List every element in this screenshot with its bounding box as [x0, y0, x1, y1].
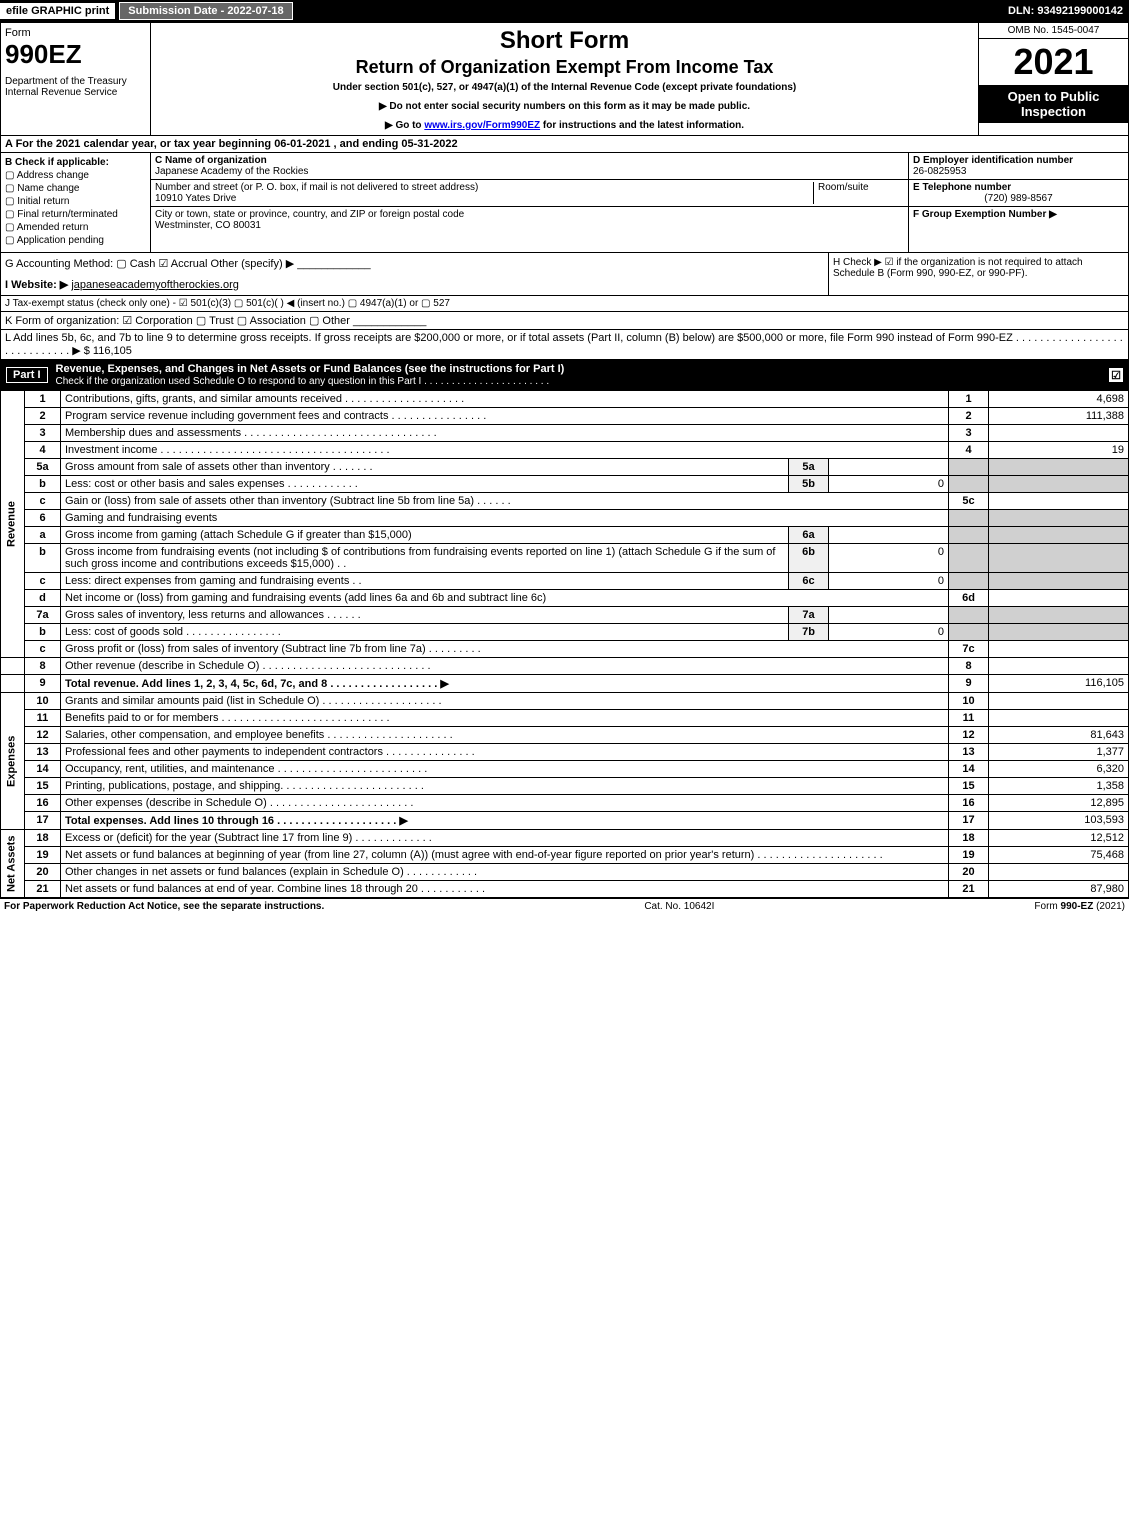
header-left: Form 990EZ Department of the Treasury In… — [1, 23, 151, 135]
line-6a: aGross income from gaming (attach Schedu… — [1, 527, 1129, 544]
line-15: 15Printing, publications, postage, and s… — [1, 778, 1129, 795]
f-label: F Group Exemption Number ▶ — [913, 209, 1124, 220]
row-a-tax-year: A For the 2021 calendar year, or tax yea… — [0, 136, 1129, 153]
part1-header: Part I Revenue, Expenses, and Changes in… — [0, 360, 1129, 390]
org-name: Japanese Academy of the Rockies — [155, 166, 904, 177]
g-accounting: G Accounting Method: ▢ Cash ☑ Accrual Ot… — [1, 253, 828, 295]
side-netassets: Net Assets — [1, 830, 25, 898]
lines-table: Revenue 1Contributions, gifts, grants, a… — [0, 390, 1129, 898]
d-cell: D Employer identification number 26-0825… — [909, 153, 1128, 180]
line-3: 3Membership dues and assessments . . . .… — [1, 425, 1129, 442]
e-label: E Telephone number — [913, 182, 1124, 193]
row-l: L Add lines 5b, 6c, and 7b to line 9 to … — [0, 330, 1129, 360]
line-21: 21Net assets or fund balances at end of … — [1, 881, 1129, 898]
line-8: 8Other revenue (describe in Schedule O) … — [1, 658, 1129, 675]
dln-label: DLN: 93492199000142 — [1008, 5, 1129, 17]
line-1: Revenue 1Contributions, gifts, grants, a… — [1, 391, 1129, 408]
chk-initial-return[interactable]: ▢ Initial return — [5, 196, 146, 207]
submission-date: Submission Date - 2022-07-18 — [119, 2, 292, 20]
header-right: OMB No. 1545-0047 2021 Open to Public In… — [978, 23, 1128, 135]
form-header: Form 990EZ Department of the Treasury In… — [0, 22, 1129, 136]
line-6: 6Gaming and fundraising events — [1, 510, 1129, 527]
c-name-cell: C Name of organization Japanese Academy … — [151, 153, 908, 180]
line-16: 16Other expenses (describe in Schedule O… — [1, 795, 1129, 812]
chk-application-pending[interactable]: ▢ Application pending — [5, 235, 146, 246]
chk-address-change[interactable]: ▢ Address change — [5, 170, 146, 181]
chk-amended-return[interactable]: ▢ Amended return — [5, 222, 146, 233]
line-11: 11Benefits paid to or for members . . . … — [1, 710, 1129, 727]
org-city: Westminster, CO 80031 — [155, 220, 904, 231]
side-expenses: Expenses — [1, 693, 25, 830]
footer-left: For Paperwork Reduction Act Notice, see … — [4, 901, 324, 912]
header-mid: Short Form Return of Organization Exempt… — [151, 23, 978, 135]
side-revenue: Revenue — [1, 391, 25, 658]
line-4: 4Investment income . . . . . . . . . . .… — [1, 442, 1129, 459]
note-url: ▶ Go to www.irs.gov/Form990EZ for instru… — [155, 120, 974, 131]
c-name-label: C Name of organization — [155, 155, 904, 166]
c-addr-label: Number and street (or P. O. box, if mail… — [155, 182, 809, 193]
line-9: 9Total revenue. Add lines 1, 2, 3, 4, 5c… — [1, 675, 1129, 693]
c-addr-cell: Number and street (or P. O. box, if mail… — [151, 180, 908, 207]
irs-link[interactable]: www.irs.gov/Form990EZ — [424, 120, 540, 131]
c-city-label: City or town, state or province, country… — [155, 209, 904, 220]
line-6d: dNet income or (loss) from gaming and fu… — [1, 590, 1129, 607]
efile-label: efile GRAPHIC print — [0, 3, 115, 19]
org-address: 10910 Yates Drive — [155, 193, 809, 204]
chk-name-change[interactable]: ▢ Name change — [5, 183, 146, 194]
row-j: J Tax-exempt status (check only one) - ☑… — [0, 296, 1129, 312]
chk-final-return[interactable]: ▢ Final return/terminated — [5, 209, 146, 220]
subtitle: Under section 501(c), 527, or 4947(a)(1)… — [155, 82, 974, 93]
part1-label: Part I — [6, 367, 48, 383]
note-ssn: ▶ Do not enter social security numbers o… — [155, 101, 974, 112]
line-6c: cLess: direct expenses from gaming and f… — [1, 573, 1129, 590]
line-10: Expenses 10Grants and similar amounts pa… — [1, 693, 1129, 710]
g-text: G Accounting Method: ▢ Cash ☑ Accrual Ot… — [5, 257, 824, 270]
line-19: 19Net assets or fund balances at beginni… — [1, 847, 1129, 864]
phone-value: (720) 989-8567 — [913, 193, 1124, 204]
col-b-checkboxes: B Check if applicable: ▢ Address change … — [1, 153, 151, 252]
part1-check[interactable]: ☑ — [1109, 368, 1123, 382]
title-short-form: Short Form — [155, 27, 974, 55]
omb-number: OMB No. 1545-0047 — [979, 23, 1128, 39]
footer-cat: Cat. No. 10642I — [644, 901, 714, 912]
c-city-cell: City or town, state or province, country… — [151, 207, 908, 233]
form-word: Form — [5, 27, 146, 39]
footer-right: Form 990-EZ (2021) — [1034, 901, 1125, 912]
line-5c: cGain or (loss) from sale of assets othe… — [1, 493, 1129, 510]
line-6b: bGross income from fundraising events (n… — [1, 544, 1129, 573]
row-k: K Form of organization: ☑ Corporation ▢ … — [0, 312, 1129, 330]
line-7a: 7aGross sales of inventory, less returns… — [1, 607, 1129, 624]
ein-value: 26-0825953 — [913, 166, 1124, 177]
i-website: I Website: ▶ I Website: ▶ japaneseacadem… — [5, 278, 824, 291]
footer: For Paperwork Reduction Act Notice, see … — [0, 898, 1129, 914]
part1-title: Revenue, Expenses, and Changes in Net As… — [56, 363, 565, 387]
title-return: Return of Organization Exempt From Incom… — [155, 57, 974, 78]
line-14: 14Occupancy, rent, utilities, and mainte… — [1, 761, 1129, 778]
tax-year: 2021 — [979, 39, 1128, 85]
open-inspection: Open to Public Inspection — [979, 85, 1128, 123]
e-cell: E Telephone number (720) 989-8567 — [909, 180, 1128, 207]
col-d-e-f: D Employer identification number 26-0825… — [908, 153, 1128, 252]
row-g-h: G Accounting Method: ▢ Cash ☑ Accrual Ot… — [0, 253, 1129, 296]
line-5b: bLess: cost or other basis and sales exp… — [1, 476, 1129, 493]
col-c-org-info: C Name of organization Japanese Academy … — [151, 153, 908, 252]
f-cell: F Group Exemption Number ▶ — [909, 207, 1128, 222]
top-bar: efile GRAPHIC print Submission Date - 20… — [0, 0, 1129, 22]
room-suite-label: Room/suite — [814, 182, 904, 204]
line-5a: 5aGross amount from sale of assets other… — [1, 459, 1129, 476]
line-7c: cGross profit or (loss) from sales of in… — [1, 641, 1129, 658]
d-label: D Employer identification number — [913, 155, 1124, 166]
line-20: 20Other changes in net assets or fund ba… — [1, 864, 1129, 881]
section-b-to-f: B Check if applicable: ▢ Address change … — [0, 153, 1129, 253]
line-7b: bLess: cost of goods sold . . . . . . . … — [1, 624, 1129, 641]
line-2: 2Program service revenue including gover… — [1, 408, 1129, 425]
b-label: B Check if applicable: — [5, 157, 146, 168]
h-schedule-b: H Check ▶ ☑ if the organization is not r… — [828, 253, 1128, 295]
line-12: 12Salaries, other compensation, and empl… — [1, 727, 1129, 744]
line-13: 13Professional fees and other payments t… — [1, 744, 1129, 761]
line-18: Net Assets 18Excess or (deficit) for the… — [1, 830, 1129, 847]
department-label: Department of the Treasury Internal Reve… — [5, 76, 146, 98]
line-17: 17Total expenses. Add lines 10 through 1… — [1, 812, 1129, 830]
form-number: 990EZ — [5, 39, 146, 70]
